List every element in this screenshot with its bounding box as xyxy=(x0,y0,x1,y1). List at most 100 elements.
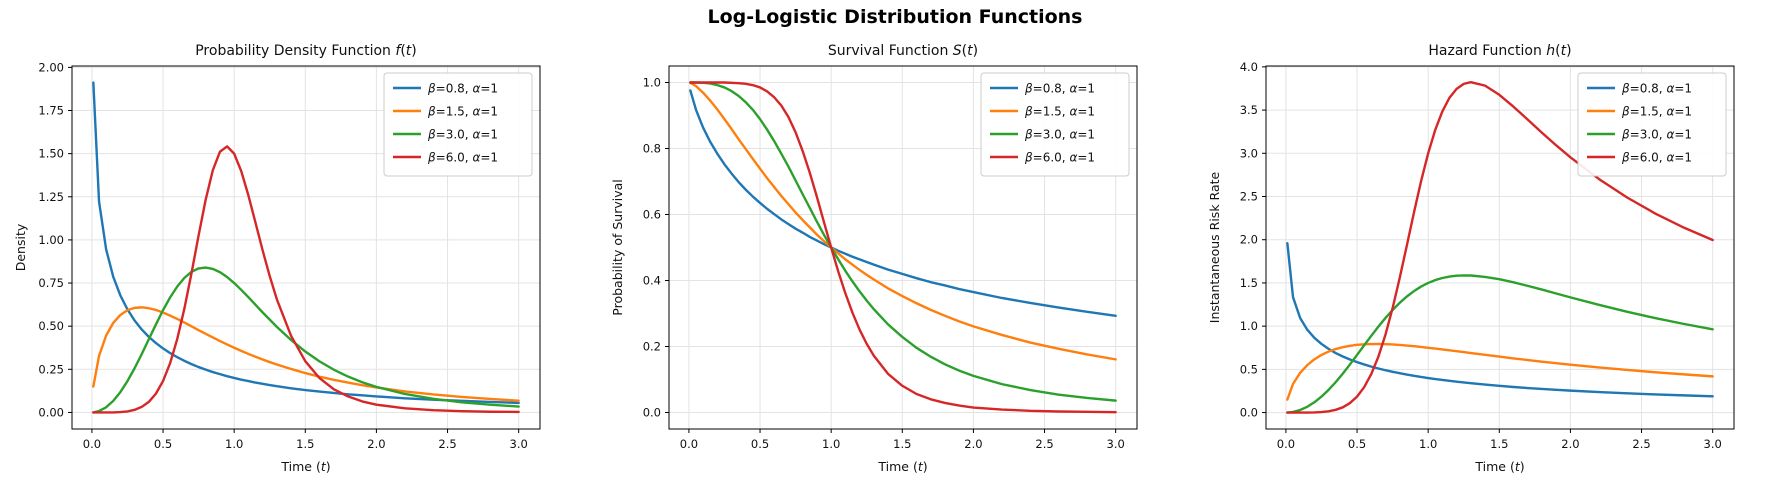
x-tick-label: 0.5 xyxy=(1348,437,1366,451)
series-group xyxy=(92,81,520,414)
grid xyxy=(1266,66,1734,429)
axes-spines xyxy=(1265,65,1735,430)
series-line-β=6.0, α=1 xyxy=(1286,80,1714,414)
y-tick-label: 0.2 xyxy=(643,340,661,354)
charts-row: 0.0 0.5 1.0 1.5 2.0 2.5 3.0 0.00 0.25 0.50 0.75 1.0… xyxy=(0,34,1790,494)
legend-box xyxy=(383,72,533,177)
y-tick-label: 0.75 xyxy=(38,276,64,290)
series-line-β=6.0, α=1 xyxy=(92,145,520,414)
x-tick-label: 2.0 xyxy=(367,437,385,451)
y-tick-label: 0.0 xyxy=(643,406,661,420)
y-tick-label: 1.0 xyxy=(1240,319,1258,333)
y-tick-label: 0.25 xyxy=(38,362,64,376)
x-tick-label: 1.5 xyxy=(1490,437,1508,451)
y-tick-label: 0.00 xyxy=(38,405,64,419)
hazard-chart: 0.0 0.5 1.0 1.5 2.0 2.5 3.0 0.0 0.5 1.0 1.5 2.0 2.5 3… xyxy=(1194,34,1790,494)
axes-spines xyxy=(71,65,541,430)
y-tick-label: 1.25 xyxy=(38,190,64,204)
subplot-title: Survival Function S(t) xyxy=(828,43,978,59)
y-tick-label: 4.0 xyxy=(1240,60,1258,74)
legend-label: β=0.8, α=1 xyxy=(1621,82,1692,96)
legend-label: β=1.5, α=1 xyxy=(1621,105,1692,119)
x-tick-label: 3.0 xyxy=(1107,437,1125,451)
survival-chart-canvas: 0.0 0.5 1.0 1.5 2.0 2.5 3.0 0.0 0.2 0.4 0.6 0.8 1.0 S… xyxy=(597,34,1193,494)
x-tick-label: 0.5 xyxy=(751,437,769,451)
y-axis-label: Probability of Survival xyxy=(610,179,625,315)
x-axis-label: Time (t) xyxy=(280,459,330,474)
subplot-title: Hazard Function h(t) xyxy=(1428,43,1571,59)
x-tick-label: 2.5 xyxy=(438,437,456,451)
legend: β=0.8, α=1 β=1.5, α=1 β=3.0, α=1 β=6.0, α=1 xyxy=(383,72,533,177)
x-tick-label: 2.5 xyxy=(1035,437,1053,451)
legend-label: β=3.0, α=1 xyxy=(1621,128,1692,142)
legend-label: β=3.0, α=1 xyxy=(427,128,498,142)
y-tick-label: 0.8 xyxy=(643,142,661,156)
x-tick-label: 0.0 xyxy=(1277,437,1295,451)
legend-label: β=1.5, α=1 xyxy=(1024,105,1095,119)
series-line-β=3.0, α=1 xyxy=(1286,274,1714,414)
survival-plot-svg: 0.0 0.5 1.0 1.5 2.0 2.5 3.0 0.0 0.2 0.4 0.6 0.8 1.0 S… xyxy=(610,43,1138,474)
x-tick-label: 2.0 xyxy=(1561,437,1579,451)
x-tick-label: 1.5 xyxy=(893,437,911,451)
series-line-β=6.0, α=1 xyxy=(689,81,1117,414)
legend-label: β=6.0, α=1 xyxy=(1621,151,1692,165)
y-tick-label: 1.5 xyxy=(1240,276,1258,290)
x-tick-label: 0.5 xyxy=(154,437,172,451)
hazard-plot-svg: 0.0 0.5 1.0 1.5 2.0 2.5 3.0 0.0 0.5 1.0 1.5 2.0 2.5 3… xyxy=(1207,43,1735,474)
y-tick-label: 0.50 xyxy=(38,319,64,333)
legend-label: β=6.0, α=1 xyxy=(427,151,498,165)
x-axis-label: Time (t) xyxy=(1474,459,1524,474)
ticks: 0.0 0.5 1.0 1.5 2.0 2.5 3.0 0.00 0.25 0.50 0.75 1.0… xyxy=(38,60,527,451)
hazard-chart-canvas: 0.0 0.5 1.0 1.5 2.0 2.5 3.0 0.0 0.5 1.0 1.5 2.0 2.5 3… xyxy=(1194,34,1790,494)
y-tick-label: 2.0 xyxy=(1240,233,1258,247)
series-line-β=3.0, α=1 xyxy=(92,266,520,414)
pdf-chart-canvas: 0.0 0.5 1.0 1.5 2.0 2.5 3.0 0.00 0.25 0.50 0.75 1.0… xyxy=(0,34,596,494)
y-axis-label: Density xyxy=(13,223,28,271)
legend: β=0.8, α=1 β=1.5, α=1 β=3.0, α=1 β=6.0, α=1 xyxy=(1577,72,1727,177)
y-tick-label: 1.75 xyxy=(38,104,64,118)
ticks: 0.0 0.5 1.0 1.5 2.0 2.5 3.0 0.0 0.5 1.0 1.5 2.0 2.5 3… xyxy=(1240,60,1722,451)
y-axis-label: Instantaneous Risk Rate xyxy=(1207,172,1222,324)
figure-title: Log-Logistic Distribution Functions xyxy=(707,6,1083,28)
y-tick-label: 0.4 xyxy=(643,274,661,288)
series-line-β=0.8, α=1 xyxy=(1286,241,1714,398)
legend-label: β=0.8, α=1 xyxy=(1024,82,1095,96)
series-line-β=1.5, α=1 xyxy=(689,81,1117,361)
x-tick-label: 1.0 xyxy=(225,437,243,451)
legend-label: β=3.0, α=1 xyxy=(1024,128,1095,142)
pdf-plot-svg: 0.0 0.5 1.0 1.5 2.0 2.5 3.0 0.00 0.25 0.50 0.75 1.0… xyxy=(13,43,541,474)
y-tick-label: 0.0 xyxy=(1240,406,1258,420)
x-tick-label: 3.0 xyxy=(510,437,528,451)
y-tick-label: 1.0 xyxy=(643,76,661,90)
y-tick-label: 3.0 xyxy=(1240,146,1258,160)
survival-chart: 0.0 0.5 1.0 1.5 2.0 2.5 3.0 0.0 0.2 0.4 0.6 0.8 1.0 S… xyxy=(597,34,1193,494)
x-tick-label: 3.0 xyxy=(1704,437,1722,451)
y-tick-label: 2.00 xyxy=(38,60,64,74)
subplot-title: Probability Density Function f(t) xyxy=(195,43,417,59)
x-axis-label: Time (t) xyxy=(877,459,927,474)
ticks: 0.0 0.5 1.0 1.5 2.0 2.5 3.0 0.0 0.2 0.4 0.6 0.8 1.0 xyxy=(643,76,1125,452)
y-tick-label: 1.00 xyxy=(38,233,64,247)
x-tick-label: 2.0 xyxy=(964,437,982,451)
x-tick-label: 2.5 xyxy=(1632,437,1650,451)
y-tick-label: 2.5 xyxy=(1240,190,1258,204)
legend-box xyxy=(1577,72,1727,177)
y-tick-label: 0.6 xyxy=(643,208,661,222)
legend-label: β=1.5, α=1 xyxy=(427,105,498,119)
y-tick-label: 0.5 xyxy=(1240,362,1258,376)
axes-spines xyxy=(668,65,1138,430)
y-tick-label: 1.50 xyxy=(38,147,64,161)
legend-label: β=0.8, α=1 xyxy=(427,82,498,96)
x-tick-label: 1.0 xyxy=(822,437,840,451)
y-tick-label: 3.5 xyxy=(1240,103,1258,117)
series-group xyxy=(689,81,1117,414)
pdf-chart: 0.0 0.5 1.0 1.5 2.0 2.5 3.0 0.00 0.25 0.50 0.75 1.0… xyxy=(0,34,596,494)
series-line-β=1.5, α=1 xyxy=(1286,342,1714,401)
x-tick-label: 0.0 xyxy=(83,437,101,451)
series-line-β=1.5, α=1 xyxy=(92,306,520,402)
series-group xyxy=(1286,80,1714,414)
legend: β=0.8, α=1 β=1.5, α=1 β=3.0, α=1 β=6.0, α=1 xyxy=(980,72,1130,177)
x-tick-label: 1.5 xyxy=(296,437,314,451)
x-tick-label: 0.0 xyxy=(680,437,698,451)
